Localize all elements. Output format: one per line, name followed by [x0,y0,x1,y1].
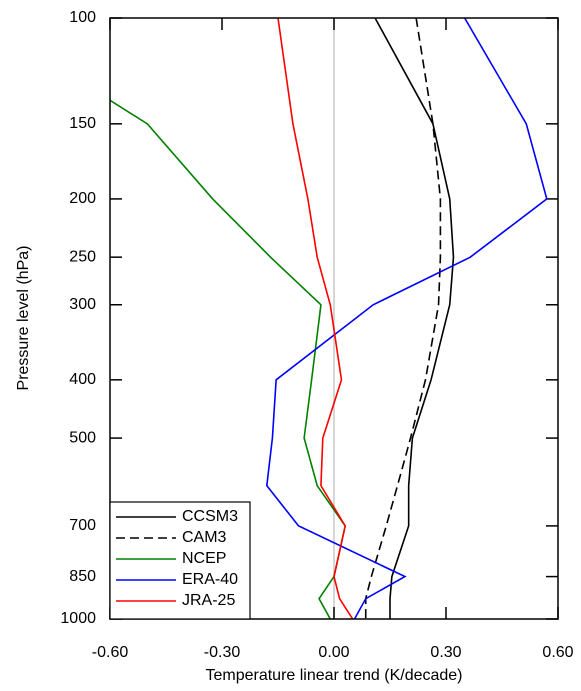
x-tick-label: 0.60 [542,644,573,661]
legend-label: NCEP [182,550,226,567]
y-tick-label: 500 [69,429,96,446]
legend-label: CCSM3 [182,508,238,525]
x-tick-label: -0.30 [204,644,241,661]
y-tick-label: 200 [69,190,96,207]
y-tick-label: 300 [69,296,96,313]
y-tick-label: 700 [69,517,96,534]
y-tick-label: 1000 [60,610,96,627]
series-line [110,99,347,619]
y-tick-label: 150 [69,115,96,132]
x-tick-label: 0.00 [318,644,349,661]
y-axis-label: Pressure level (hPa) [15,246,32,391]
series-line [374,18,455,619]
y-tick-label: 100 [69,9,96,26]
legend-label: CAM3 [182,529,227,546]
legend-label: JRA-25 [182,592,235,609]
plot-lines [110,18,548,619]
x-tick-label: 0.30 [430,644,461,661]
x-axis-label: Temperature linear trend (K/decade) [205,667,462,684]
x-tick-label: -0.60 [92,644,129,661]
plot-frame [109,17,559,620]
series-line [277,18,354,619]
series-line [364,18,442,619]
y-tick-label: 250 [69,248,96,265]
series-line [265,18,548,619]
legend-box [109,501,251,620]
legend-label: ERA-40 [182,571,238,588]
y-tick-label: 850 [69,568,96,585]
y-tick-label: 400 [69,371,96,388]
